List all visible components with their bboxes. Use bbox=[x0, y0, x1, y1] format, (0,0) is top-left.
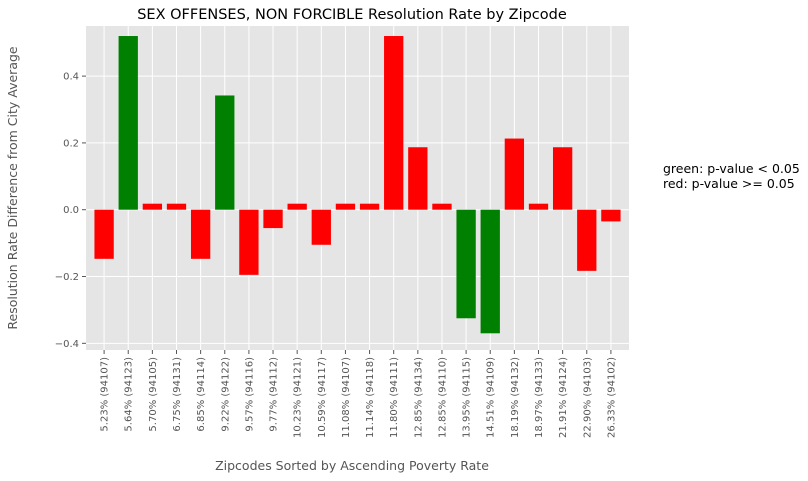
bars bbox=[94, 36, 621, 334]
bar bbox=[287, 203, 307, 210]
x-tick-label: 9.77% (94112) bbox=[269, 357, 280, 432]
x-tick-label: 12.85% (94110) bbox=[437, 357, 448, 438]
bar bbox=[528, 203, 549, 210]
bar bbox=[118, 36, 138, 210]
legend-red-line: red: p-value >= 0.05 bbox=[663, 176, 795, 191]
bar bbox=[552, 147, 573, 210]
y-tick-label: 0.2 bbox=[63, 138, 79, 149]
bar bbox=[166, 203, 187, 210]
x-tick-label: 12.85% (94134) bbox=[413, 357, 424, 438]
legend-green-line: green: p-value < 0.05 bbox=[663, 161, 800, 176]
bar bbox=[480, 209, 500, 334]
chart-title: SEX OFFENSES, NON FORCIBLE Resolution Ra… bbox=[137, 7, 567, 23]
y-axis-ticks: −0.4 −0.2 0.0 0.2 0.4 bbox=[55, 72, 86, 350]
x-tick-label: 6.85% (94114) bbox=[196, 357, 207, 432]
x-tick-label: 5.23% (94107) bbox=[100, 357, 111, 432]
x-tick-label: 11.14% (94118) bbox=[365, 357, 376, 438]
x-tick-label: 11.08% (94107) bbox=[341, 357, 352, 438]
x-tick-label: 5.64% (94123) bbox=[124, 357, 135, 432]
bar bbox=[239, 209, 259, 275]
bar bbox=[408, 147, 428, 210]
bar bbox=[311, 209, 331, 245]
y-tick-label: 0.0 bbox=[63, 205, 79, 216]
x-tick-label: 9.22% (94122) bbox=[220, 357, 231, 432]
x-tick-label: 22.90% (94103) bbox=[582, 357, 593, 438]
y-tick-label: −0.2 bbox=[55, 272, 79, 283]
bar bbox=[215, 95, 235, 210]
x-tick-label: 5.70% (94105) bbox=[148, 357, 159, 432]
bar bbox=[456, 209, 476, 319]
x-tick-label: 18.19% (94132) bbox=[510, 357, 521, 438]
bar bbox=[190, 209, 211, 259]
bar bbox=[432, 203, 452, 210]
bar bbox=[142, 203, 163, 210]
plot-area bbox=[86, 26, 629, 350]
x-tick-label: 9.57% (94116) bbox=[244, 357, 255, 432]
bar bbox=[359, 203, 380, 210]
x-tick-label: 6.75% (94131) bbox=[172, 357, 183, 432]
significance-legend: green: p-value < 0.05 red: p-value >= 0.… bbox=[663, 161, 800, 191]
x-axis-label: Zipcodes Sorted by Ascending Poverty Rat… bbox=[215, 458, 489, 473]
bar bbox=[384, 36, 404, 210]
bar bbox=[263, 209, 283, 229]
x-tick-label: 11.80% (94111) bbox=[389, 357, 400, 438]
x-tick-label: 10.59% (94117) bbox=[317, 357, 328, 438]
bar bbox=[94, 209, 114, 259]
bar bbox=[335, 203, 356, 210]
bar bbox=[504, 138, 525, 210]
x-tick-label: 10.23% (94121) bbox=[293, 357, 304, 438]
x-tick-label: 14.51% (94109) bbox=[486, 357, 497, 438]
x-tick-label: 26.33% (94102) bbox=[606, 357, 617, 438]
y-tick-label: 0.4 bbox=[63, 72, 79, 83]
x-axis-ticks: 5.23% (94107) 5.64% (94123) 5.70% (94105) 6… bbox=[100, 350, 617, 438]
y-tick-label: −0.4 bbox=[55, 339, 79, 350]
bar bbox=[577, 209, 597, 271]
x-tick-label: 13.95% (94115) bbox=[462, 357, 473, 438]
x-tick-label: 21.91% (94124) bbox=[558, 357, 569, 438]
y-axis-label: Resolution Rate Difference from City Ave… bbox=[5, 46, 20, 330]
bar bbox=[601, 209, 621, 222]
x-tick-label: 18.97% (94133) bbox=[534, 357, 545, 438]
